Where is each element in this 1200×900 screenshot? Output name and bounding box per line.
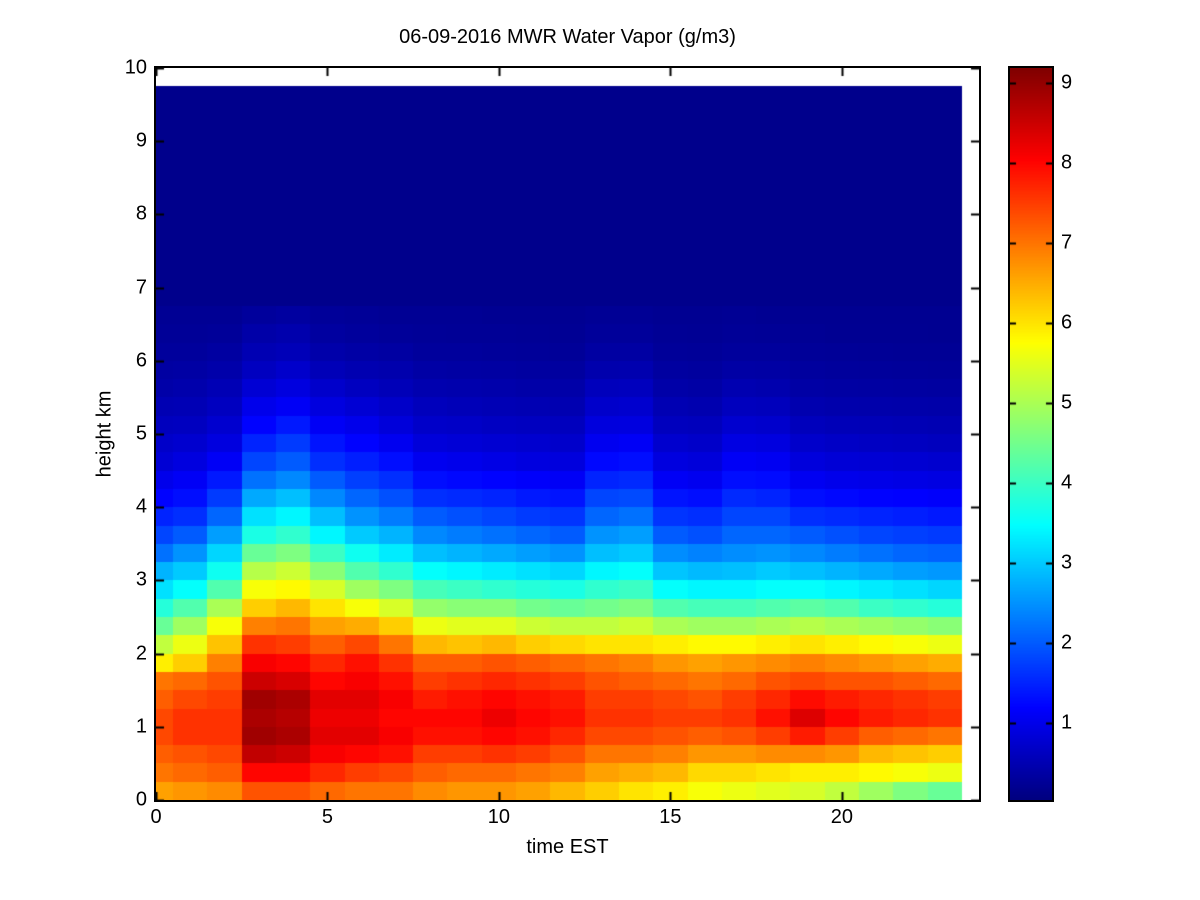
colorbar-tick-label: 3 [1061,551,1073,574]
y-tick-label: 0 [135,788,147,811]
colorbar [1008,66,1054,802]
colorbar-tick-label: 4 [1061,471,1073,494]
x-tick-label: 15 [659,806,682,828]
y-tick-label: 1 [135,715,147,738]
colorbar-tick-label: 5 [1061,391,1073,414]
x-tick-label: 20 [830,806,853,828]
plot-area [154,66,981,802]
y-tick-label: 4 [135,495,147,518]
y-tick-label: 2 [135,642,147,665]
colorbar-tick-label: 2 [1061,631,1073,654]
y-tick-label: 10 [124,56,147,79]
x-axis-label: time EST [526,836,609,858]
y-tick-label: 6 [135,349,147,372]
x-tick-label: 10 [487,806,511,828]
colorbar-canvas [1010,68,1052,800]
y-tick-label: 8 [135,202,147,225]
colorbar-tick-label: 7 [1061,231,1073,254]
colorbar-tick-label: 8 [1061,151,1073,174]
y-tick-label: 9 [135,129,147,152]
x-tick-label: 5 [321,806,334,828]
y-tick-label: 3 [135,568,147,591]
x-tick-label: 0 [150,806,162,828]
y-tick-label: 7 [135,276,147,299]
heatmap-canvas [156,68,979,800]
y-tick-label: 5 [135,422,147,445]
colorbar-tick-label: 1 [1061,711,1073,734]
y-axis-label: height km [93,390,116,478]
colorbar-tick-label: 9 [1061,71,1073,94]
colorbar-tick-label: 6 [1061,311,1073,334]
chart-title: 06-09-2016 MWR Water Vapor (g/m3) [399,26,736,48]
